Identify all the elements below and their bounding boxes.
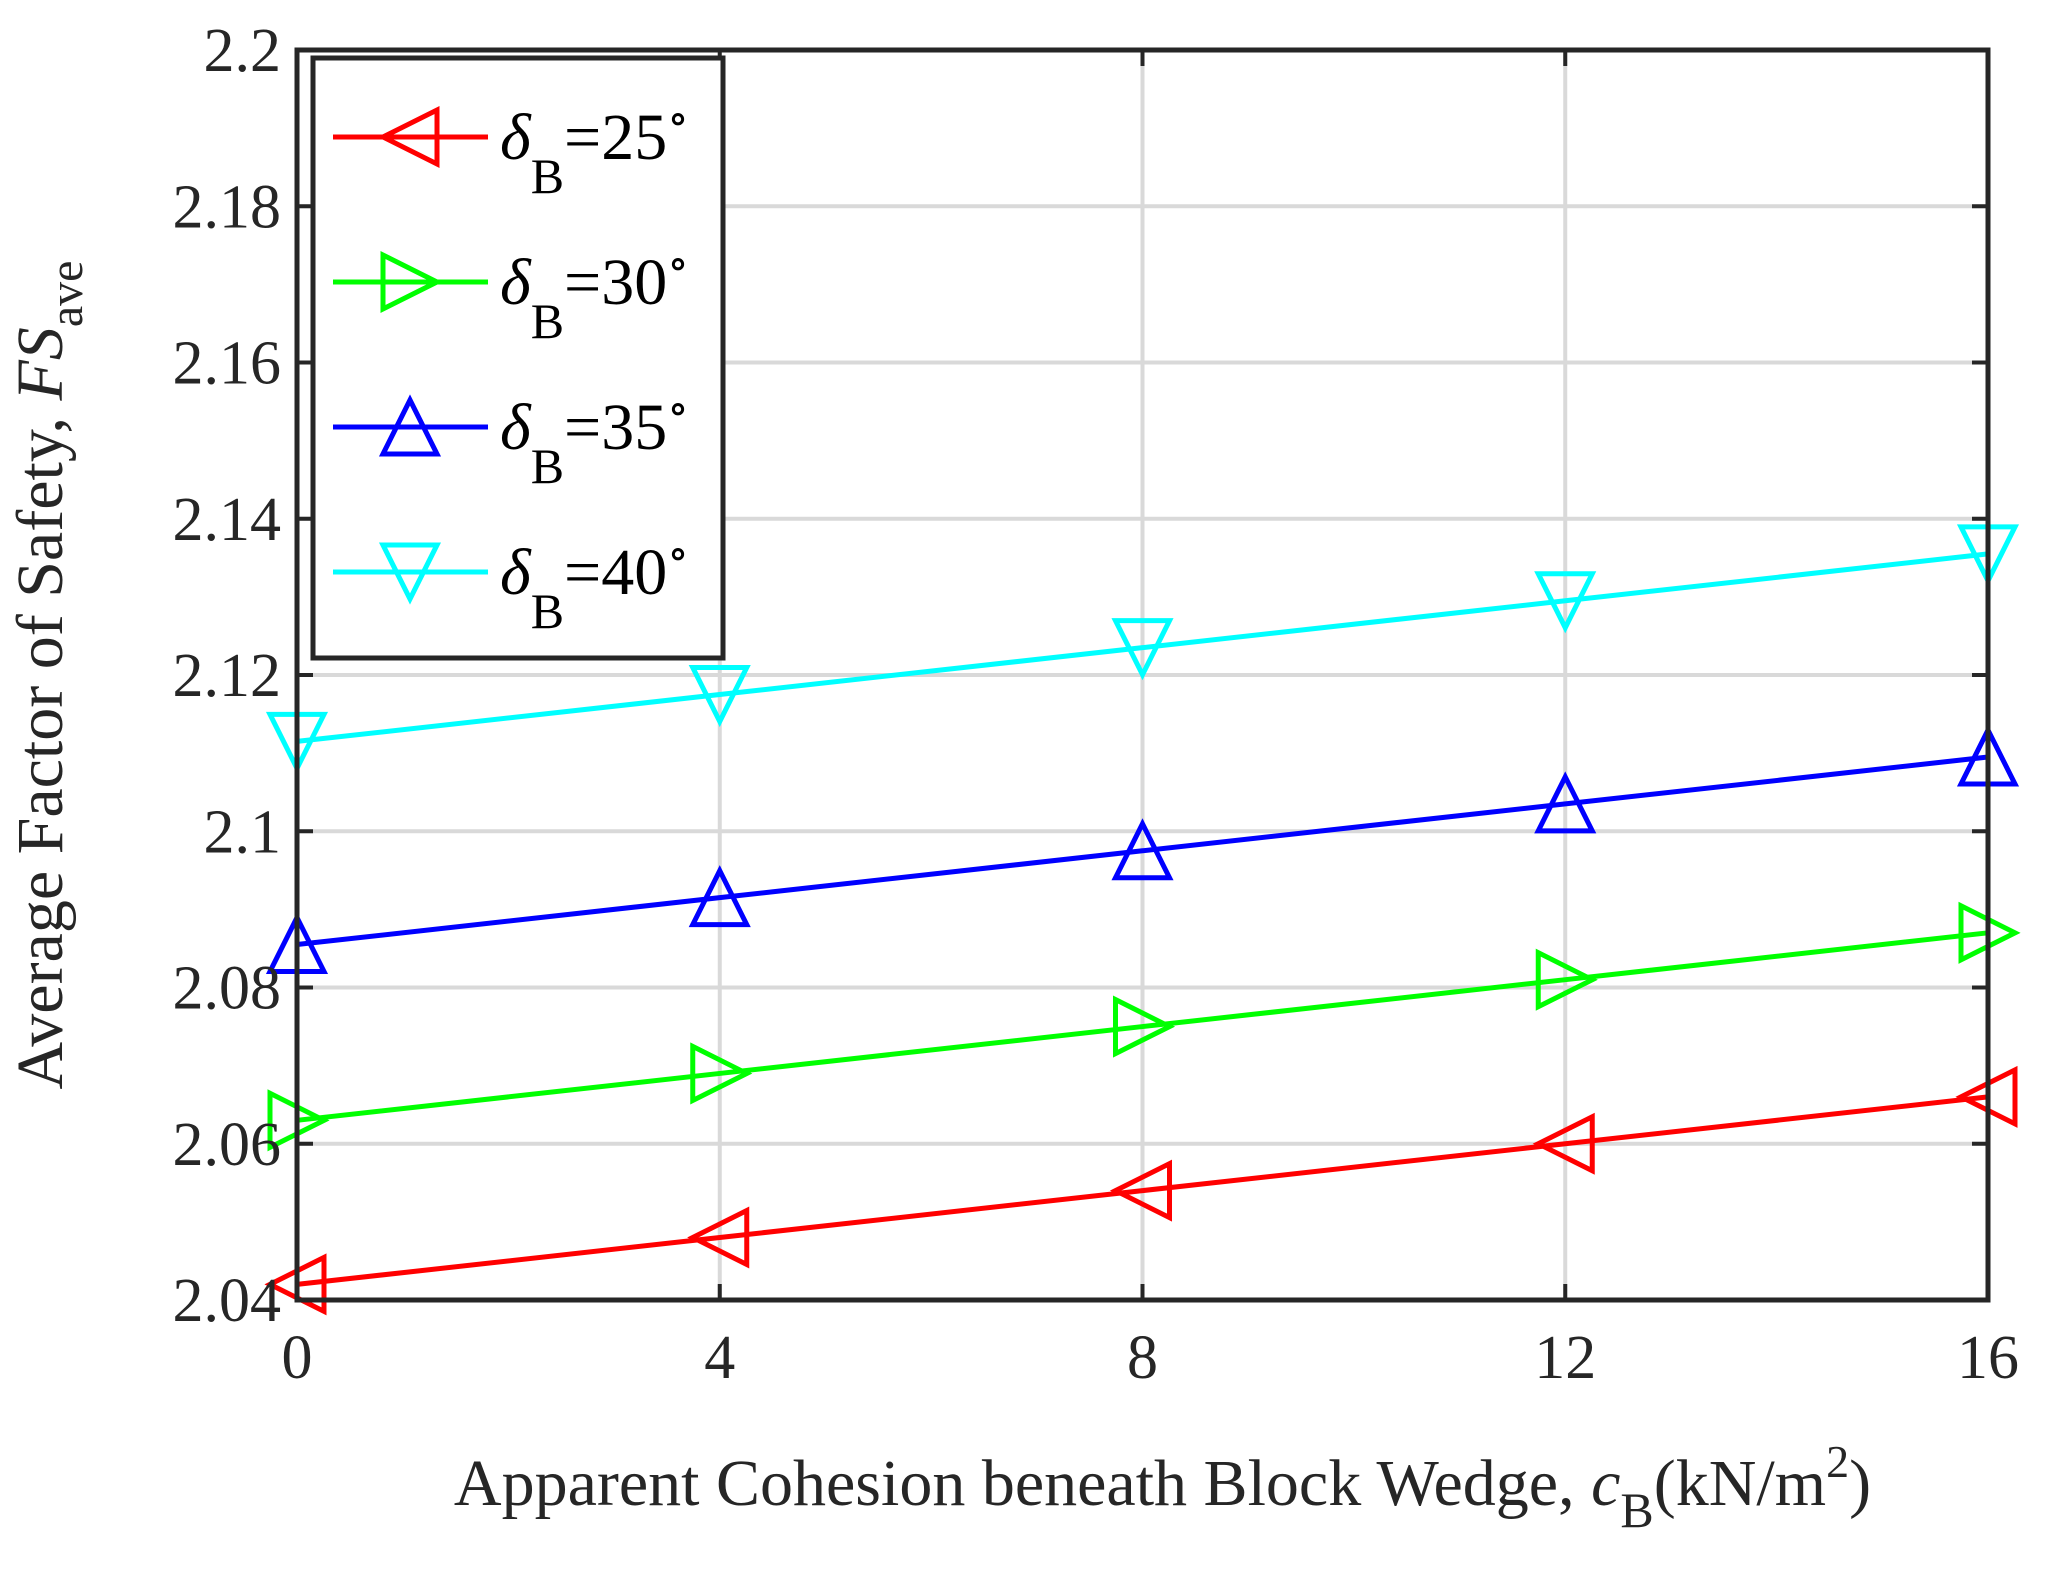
legend-symbol: δ xyxy=(500,101,532,174)
legend-label: δB=35∘ xyxy=(500,384,689,494)
data-point xyxy=(687,1206,750,1269)
x-axis-label-sub: B xyxy=(1620,1482,1653,1538)
series-line xyxy=(296,930,1989,1123)
data-point xyxy=(1534,571,1597,634)
y-tick-label: 2.14 xyxy=(173,486,282,554)
data-point xyxy=(1113,995,1176,1058)
x-axis-label-unit-open: (kN/m xyxy=(1654,1447,1826,1520)
data-point xyxy=(1111,618,1174,681)
tick-labels: 0 4 8 12 16 2.04 2.06 2.08 2.1 2.12 2.14 2.16 2.18 2.… xyxy=(173,17,2020,1392)
legend-marker xyxy=(377,105,440,169)
x-tick-label: 0 xyxy=(282,1324,313,1392)
x-tick-label: 8 xyxy=(1127,1324,1158,1392)
x-tick-label: 16 xyxy=(1957,1324,2019,1392)
data-point xyxy=(690,1042,753,1105)
x-axis-label-prefix: Apparent Cohesion beneath Block Wedge, xyxy=(454,1447,1591,1520)
legend-value: =30 xyxy=(564,246,667,319)
x-tick-label: 12 xyxy=(1534,1324,1596,1392)
legend-symbol: δ xyxy=(500,536,532,609)
x-axis-label: Apparent Cohesion beneath Block Wedge, c… xyxy=(454,1436,1871,1538)
data-point xyxy=(1534,771,1597,834)
legend-degree: ∘ xyxy=(667,384,689,433)
x-axis-label-unit-sup: 2 xyxy=(1826,1436,1849,1487)
legend-degree: ∘ xyxy=(667,529,689,578)
series-line xyxy=(296,1094,1989,1287)
legend-items: δB=25∘δB=30∘δB=35∘δB=40∘ xyxy=(333,94,689,639)
y-axis-label: Average Factor of Safety, FSave xyxy=(4,261,93,1090)
y-tick-label: 2.04 xyxy=(173,1267,282,1335)
data-point xyxy=(688,865,751,928)
x-axis-label-var: c xyxy=(1591,1447,1620,1520)
x-axis-label-unit-close: ) xyxy=(1849,1447,1871,1520)
y-tick-label: 2.12 xyxy=(173,642,282,710)
y-tick-label: 2.18 xyxy=(173,173,282,241)
legend-label: δB=40∘ xyxy=(500,529,689,639)
y-axis-label-sub: ave xyxy=(40,261,93,328)
data-point xyxy=(688,665,751,728)
y-tick-label: 2.08 xyxy=(173,955,282,1023)
series-line xyxy=(296,754,1989,948)
legend-marker xyxy=(378,542,442,605)
legend-label: δB=25∘ xyxy=(500,94,689,204)
series-line xyxy=(296,551,1989,744)
legend-symbol: δ xyxy=(500,391,532,464)
legend-degree: ∘ xyxy=(667,94,689,143)
legend-marker xyxy=(378,394,442,457)
data-point xyxy=(1109,1159,1172,1222)
y-tick-label: 2.06 xyxy=(173,1111,282,1179)
legend-label: δB=30∘ xyxy=(500,239,689,349)
y-axis-label-prefix: Average Factor of Safety, xyxy=(4,400,77,1089)
y-axis-label-var: FS xyxy=(4,327,77,401)
data-point xyxy=(1532,1112,1595,1175)
data-point xyxy=(1111,818,1174,881)
y-tick-label: 2.1 xyxy=(204,798,282,866)
series-layer xyxy=(264,524,2021,1316)
legend-degree: ∘ xyxy=(667,239,689,288)
y-tick-label: 2.2 xyxy=(204,17,282,85)
legend-symbol: δ xyxy=(500,246,532,319)
legend-sub: B xyxy=(531,148,564,204)
legend-sub: B xyxy=(531,293,564,349)
legend-value: =35 xyxy=(564,391,667,464)
y-tick-label: 2.16 xyxy=(173,330,282,398)
legend: δB=25∘δB=30∘δB=35∘δB=40∘ xyxy=(310,55,726,661)
x-tick-label: 4 xyxy=(704,1324,735,1392)
legend-sub: B xyxy=(531,583,564,639)
legend-value: =25 xyxy=(564,101,667,174)
legend-box xyxy=(310,55,726,661)
legend-marker xyxy=(380,250,443,314)
data-point xyxy=(1535,948,1598,1011)
legend-value: =40 xyxy=(564,536,667,609)
legend-sub: B xyxy=(531,438,564,494)
